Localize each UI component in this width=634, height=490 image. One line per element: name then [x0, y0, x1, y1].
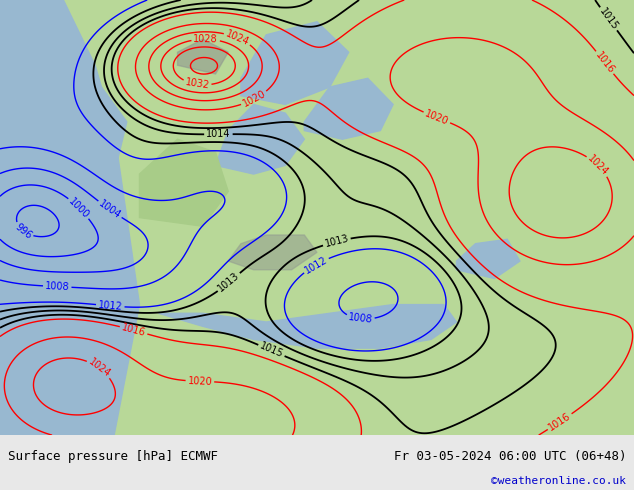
Polygon shape — [158, 305, 456, 348]
Text: 1024: 1024 — [586, 153, 611, 178]
Text: 1016: 1016 — [120, 322, 146, 338]
Polygon shape — [0, 0, 127, 270]
Text: 1020: 1020 — [424, 108, 450, 127]
Text: 1028: 1028 — [193, 34, 218, 45]
Text: 1015: 1015 — [258, 341, 285, 360]
Polygon shape — [241, 22, 349, 104]
Polygon shape — [0, 0, 139, 435]
Text: 1013: 1013 — [323, 234, 350, 249]
Text: Fr 03-05-2024 06:00 UTC (06+48): Fr 03-05-2024 06:00 UTC (06+48) — [394, 450, 626, 464]
Text: 1015: 1015 — [597, 6, 620, 32]
Text: 996: 996 — [13, 221, 34, 241]
Polygon shape — [228, 235, 317, 270]
Text: 1020: 1020 — [241, 89, 268, 109]
Text: 1032: 1032 — [184, 77, 210, 91]
Text: ©weatheronline.co.uk: ©weatheronline.co.uk — [491, 476, 626, 486]
Polygon shape — [0, 0, 634, 435]
Text: 1008: 1008 — [45, 281, 70, 292]
Polygon shape — [216, 104, 304, 174]
Text: 1012: 1012 — [98, 300, 123, 312]
Polygon shape — [456, 239, 520, 278]
Text: 1000: 1000 — [67, 196, 91, 220]
Text: Surface pressure [hPa] ECMWF: Surface pressure [hPa] ECMWF — [8, 450, 217, 464]
Polygon shape — [178, 39, 228, 74]
Polygon shape — [304, 78, 393, 139]
Text: 1016: 1016 — [593, 50, 616, 75]
Text: 1020: 1020 — [188, 376, 212, 387]
Text: 1004: 1004 — [97, 198, 122, 220]
Text: 1014: 1014 — [206, 129, 231, 139]
Text: 1008: 1008 — [347, 312, 373, 325]
Text: 1024: 1024 — [224, 28, 251, 48]
Text: 1013: 1013 — [216, 271, 242, 294]
Polygon shape — [139, 139, 228, 226]
Text: 1024: 1024 — [86, 357, 112, 380]
Text: 1016: 1016 — [547, 411, 573, 433]
Text: 1012: 1012 — [303, 254, 329, 275]
